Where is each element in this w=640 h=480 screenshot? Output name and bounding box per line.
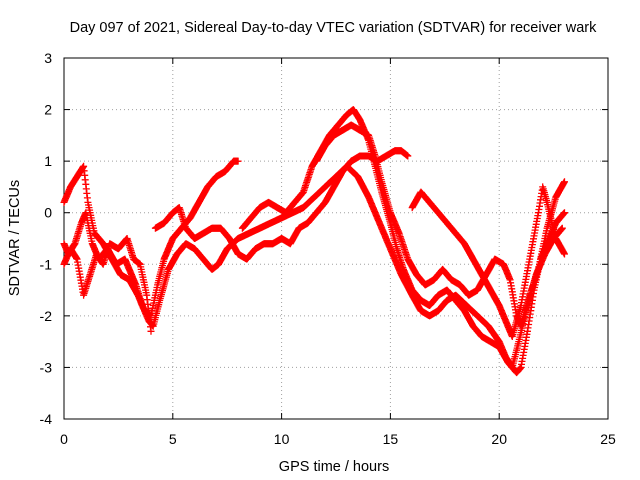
plot-frame — [63, 57, 609, 420]
y-tick-label: 1 — [44, 153, 52, 169]
data-point — [561, 250, 568, 258]
y-tick-label: -2 — [40, 308, 53, 324]
data-point — [234, 157, 242, 165]
y-tick-label: 0 — [44, 205, 52, 221]
y-tick-label: -1 — [40, 256, 53, 272]
chart-title: Day 097 of 2021, Sidereal Day-to-day VTE… — [70, 20, 598, 36]
x-tick-label: 15 — [383, 431, 399, 447]
data-points — [60, 106, 568, 377]
axis-ticks: 0 5 10 15 20 25 -4 -3 -2 -1 0 1 2 3 — [40, 50, 616, 447]
series-trace-6 — [408, 183, 568, 340]
data-point — [558, 224, 566, 232]
x-tick-label: 0 — [60, 431, 68, 447]
y-axis-label: SDTVAR / TECUs — [7, 180, 23, 296]
data-point — [561, 209, 568, 217]
series-trace-4 — [151, 147, 412, 263]
y-tick-label: 2 — [44, 102, 52, 118]
x-tick-label: 5 — [169, 431, 177, 447]
x-tick-label: 20 — [491, 431, 507, 447]
series-trace-7 — [60, 235, 155, 335]
y-tick-label: -3 — [40, 359, 53, 375]
x-tick-label: 25 — [600, 431, 616, 447]
x-tick-label: 10 — [274, 431, 290, 447]
data-point — [404, 152, 412, 160]
x-axis-label: GPS time / hours — [279, 459, 389, 475]
data-point — [147, 327, 155, 335]
y-tick-label: 3 — [44, 50, 52, 66]
data-point — [561, 178, 568, 186]
y-tick-label: -4 — [40, 411, 53, 427]
